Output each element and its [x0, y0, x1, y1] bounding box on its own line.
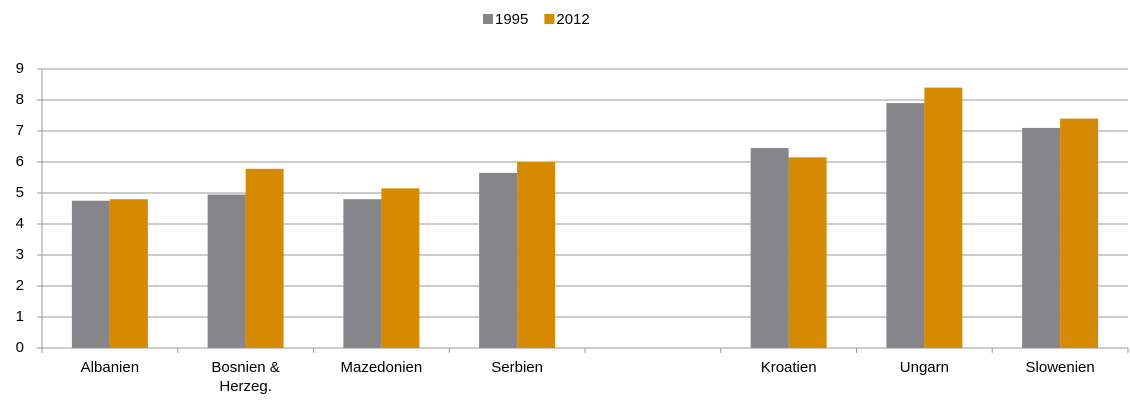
y-tick-label: 3 [16, 246, 24, 263]
legend-swatch [483, 14, 493, 24]
bar [1022, 127, 1061, 349]
legend-label: 1995 [495, 11, 528, 28]
legend-label: 2012 [556, 11, 589, 28]
bar [479, 172, 518, 348]
y-tick-label: 0 [16, 339, 24, 356]
bar [245, 168, 284, 348]
bar [886, 103, 925, 348]
legend-swatch [544, 14, 555, 24]
x-tick-label: Bosnien & Herzeg. [211, 359, 280, 395]
y-tick-label: 7 [16, 122, 24, 139]
bar [343, 199, 382, 348]
y-tick-label: 5 [16, 184, 24, 201]
x-tick-label: Serbien [491, 359, 543, 376]
x-tick-label: Kroatien [760, 359, 817, 376]
y-tick-label: 2 [16, 277, 24, 294]
y-tick-label: 8 [16, 91, 24, 108]
bar [788, 157, 827, 348]
bar [750, 148, 789, 348]
y-tick-label: 4 [16, 215, 24, 232]
y-tick-label: 1 [16, 308, 24, 325]
bar [924, 87, 963, 348]
x-tick-label: Slowenien [1025, 359, 1095, 376]
y-tick-label: 6 [16, 153, 24, 170]
x-tick-label: Ungarn [899, 359, 949, 376]
bar [1060, 118, 1099, 348]
bar [207, 194, 246, 348]
bar [381, 188, 420, 348]
x-tick-label: Albanien [80, 359, 140, 376]
x-tick-label: Mazedonien [340, 359, 423, 376]
bar [517, 162, 556, 348]
bar [109, 199, 148, 348]
y-tick-label: 9 [16, 60, 24, 77]
bar [71, 200, 110, 348]
